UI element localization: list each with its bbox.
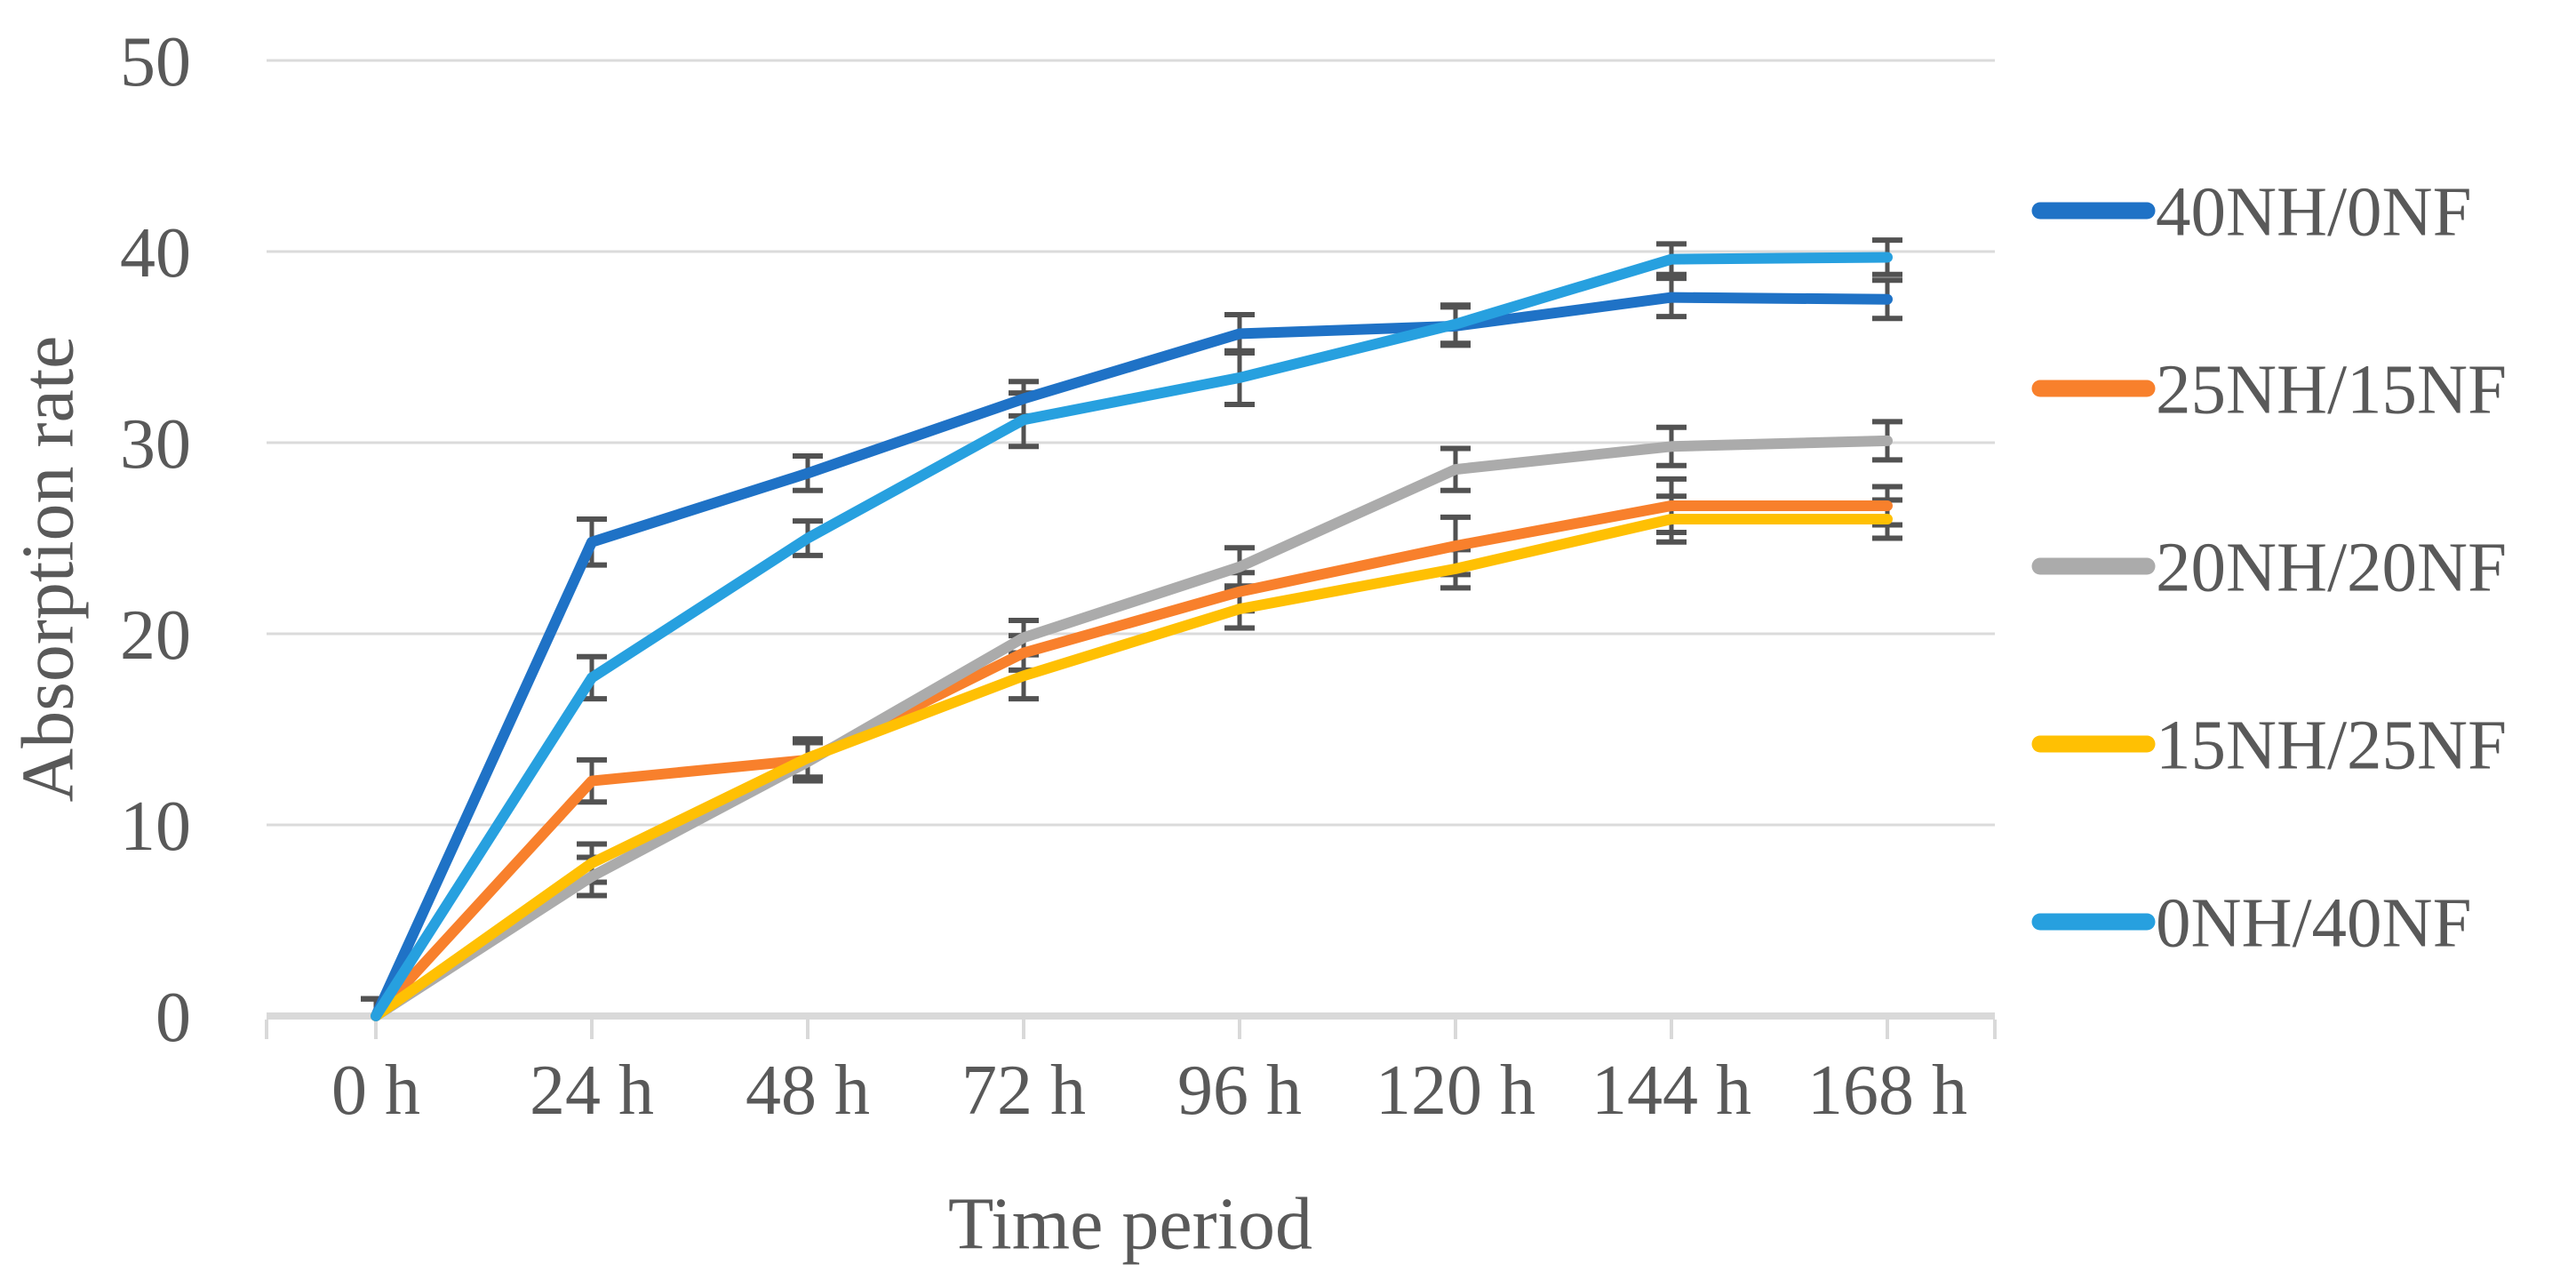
series-line-0NH-40NF [371,252,1893,1021]
legend-label: 0NH/40NF [2156,885,2472,963]
y-axis-tick-label: 20 [120,596,191,675]
x-axis-tick-label: 72 h [961,1052,1086,1130]
y-axis-title: Absorption rate [6,336,89,803]
x-axis-tick-label: 96 h [1177,1052,1302,1130]
series-line-40NH-0NF [371,292,1893,1021]
legend-item-20NH-20NF: 20NH/20NF [2031,530,2507,607]
x-axis-tick-label: 48 h [746,1052,870,1130]
x-axis-tick-marks [265,1020,1997,1039]
x-axis-tick-label: 144 h [1591,1052,1751,1130]
y-axis-tick-label: 30 [120,405,191,484]
gridlines-group [267,59,1995,1020]
legend-item-0NH-40NF: 0NH/40NF [2031,885,2472,963]
legend: 40NH/0NF 25NH/15NF 20NH/20NF 15NH/25NF 0NH/4… [2031,174,2507,963]
y-axis-tick-label: 0 [156,979,191,1057]
y-axis-tick-label: 40 [120,214,191,292]
series-line-25NH-15NF [371,500,1893,1021]
legend-item-15NH-25NF: 15NH/25NF [2031,708,2507,785]
error-bars-group [361,237,1902,1016]
legend-label: 40NH/0NF [2156,174,2472,252]
x-axis-tick-label: 120 h [1376,1052,1535,1130]
x-axis-tick-label: 0 h [331,1052,420,1130]
x-axis-title: Time period [948,1182,1312,1265]
x-axis-tick-label: 168 h [1807,1052,1967,1130]
error-bars-15NH-25NF [361,493,1902,1016]
legend-item-40NH-0NF: 40NH/0NF [2031,174,2472,252]
series-line-20NH-20NF [371,435,1893,1021]
x-axis-tick-label: 24 h [530,1052,654,1130]
error-bars-0NH-40NF [361,237,1902,1016]
series-line-15NH-25NF [371,514,1893,1021]
series-lines-group [371,252,1893,1021]
y-axis-tick-label: 10 [120,788,191,866]
legend-label: 25NH/15NF [2156,352,2507,429]
x-axis-tick-labels: 0 h 24 h 48 h 72 h 96 h 120 h 144 h 168 h [331,1052,1967,1130]
legend-label: 15NH/25NF [2156,708,2507,785]
legend-label: 20NH/20NF [2156,530,2507,607]
legend-item-25NH-15NF: 25NH/15NF [2031,352,2507,429]
y-axis-tick-label: 50 [120,23,191,101]
y-axis-tick-labels: 0 10 20 30 40 50 [120,23,191,1057]
